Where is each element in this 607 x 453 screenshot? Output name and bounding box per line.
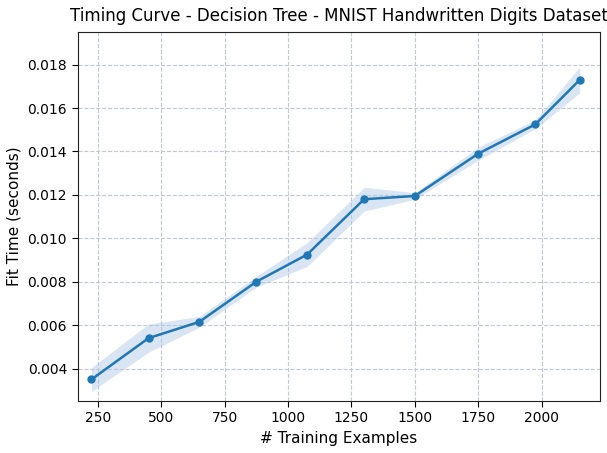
X-axis label: # Training Examples: # Training Examples bbox=[260, 431, 418, 446]
Y-axis label: Fit Time (seconds): Fit Time (seconds) bbox=[7, 147, 22, 286]
Title: Timing Curve - Decision Tree - MNIST Handwritten Digits Dataset: Timing Curve - Decision Tree - MNIST Han… bbox=[70, 7, 607, 25]
